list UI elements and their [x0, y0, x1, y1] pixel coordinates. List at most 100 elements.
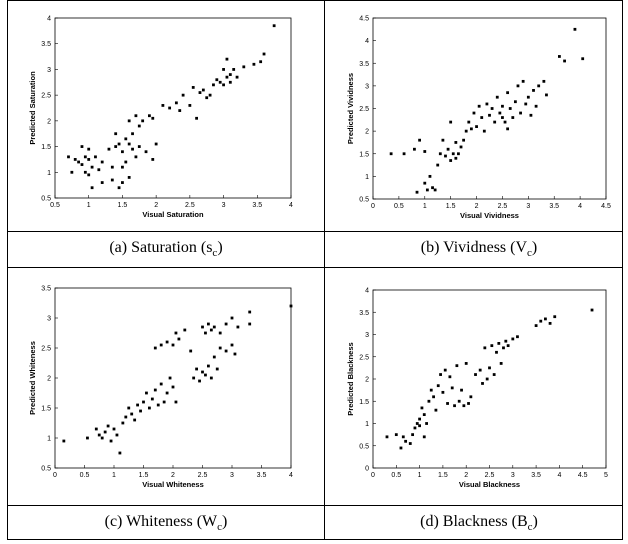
- x-tick-label: 0.5: [80, 472, 90, 479]
- data-point: [454, 141, 458, 144]
- data-point: [188, 104, 192, 107]
- data-point: [222, 83, 225, 87]
- row-divider-3: [8, 505, 622, 506]
- data-point: [151, 116, 155, 120]
- x-tick-label: 4: [557, 472, 561, 479]
- x-tick-label: 0.5: [50, 202, 60, 209]
- data-point: [529, 113, 533, 117]
- y-tick-label: 0.5: [359, 443, 369, 450]
- data-point: [131, 147, 134, 151]
- data-point: [506, 127, 510, 131]
- data-point: [141, 119, 145, 123]
- data-point: [498, 111, 502, 115]
- y-tick-label: 0: [365, 466, 369, 473]
- data-point: [404, 439, 408, 443]
- x-tick-label: 5: [604, 472, 608, 479]
- data-point: [151, 158, 155, 161]
- x-tick-label: 1: [423, 203, 427, 210]
- data-point: [86, 436, 89, 440]
- y-tick-label: 3: [47, 67, 51, 74]
- x-axis-label: Visual Vividness: [460, 211, 519, 220]
- data-point: [425, 188, 429, 192]
- data-point: [503, 120, 507, 124]
- data-point: [402, 152, 406, 156]
- data-point: [242, 65, 246, 69]
- x-tick-label: 3: [222, 202, 226, 209]
- data-point: [524, 102, 528, 106]
- data-point: [83, 155, 87, 159]
- x-tick-label: 0: [371, 203, 375, 210]
- data-point: [495, 95, 499, 99]
- data-point: [70, 170, 74, 174]
- data-point: [130, 412, 134, 416]
- data-point: [134, 114, 138, 118]
- data-point: [208, 93, 212, 97]
- data-point: [493, 120, 497, 124]
- data-point: [233, 352, 237, 356]
- y-tick-label: 2: [365, 129, 369, 136]
- x-tick-label: 4.5: [601, 203, 611, 210]
- data-point: [181, 93, 185, 97]
- data-point: [204, 331, 207, 335]
- data-point: [581, 57, 585, 61]
- caption-saturation: (a) Saturation (sc): [109, 239, 223, 260]
- data-point: [174, 101, 178, 105]
- data-point: [460, 388, 463, 392]
- y-tick-label: 3: [365, 332, 369, 339]
- data-point: [422, 413, 426, 416]
- data-point: [490, 107, 494, 110]
- y-tick-label: 3.5: [359, 61, 369, 68]
- y-axis-label: Predicted Whiteness: [28, 341, 37, 415]
- data-point: [467, 402, 470, 405]
- data-point: [248, 310, 252, 314]
- data-point: [171, 343, 175, 347]
- data-point: [201, 370, 204, 374]
- plot-frame: [54, 287, 292, 469]
- data-point: [573, 27, 577, 31]
- data-point: [446, 147, 450, 151]
- data-point: [236, 325, 240, 329]
- data-point: [441, 390, 445, 394]
- data-point: [198, 379, 201, 383]
- data-point: [153, 346, 157, 350]
- data-point: [137, 124, 141, 128]
- data-point: [207, 322, 210, 326]
- data-point: [478, 368, 482, 372]
- data-point: [480, 116, 484, 119]
- data-point: [511, 116, 515, 119]
- data-point: [90, 165, 94, 169]
- data-point: [191, 86, 195, 89]
- data-point: [259, 60, 263, 64]
- x-tick-label: 0: [53, 472, 57, 479]
- data-point: [90, 186, 94, 190]
- data-point: [139, 409, 142, 413]
- x-tick-label: 2: [475, 203, 479, 210]
- data-point: [504, 339, 508, 343]
- data-point: [224, 322, 228, 326]
- x-tick-label: 2.5: [498, 203, 508, 210]
- row-divider-2: [8, 267, 622, 268]
- data-point: [112, 427, 116, 431]
- data-point: [183, 328, 187, 332]
- x-tick-label: 0.5: [391, 472, 401, 479]
- data-point: [558, 55, 561, 58]
- data-point: [526, 95, 530, 99]
- x-tick-label: 4.5: [578, 472, 588, 479]
- data-point: [209, 376, 213, 380]
- data-point: [73, 158, 77, 161]
- data-point: [511, 337, 515, 341]
- data-point: [389, 152, 393, 156]
- data-point: [521, 79, 525, 83]
- data-point: [450, 386, 454, 390]
- data-point: [534, 104, 538, 108]
- y-tick-label: 1.5: [359, 399, 369, 406]
- data-point: [121, 181, 124, 184]
- data-point: [228, 73, 232, 76]
- data-point: [454, 156, 458, 160]
- data-point: [114, 145, 118, 148]
- data-point: [94, 427, 98, 431]
- data-point: [443, 368, 447, 372]
- data-point: [413, 147, 416, 151]
- data-point: [436, 384, 440, 388]
- y-tick-label: 4: [365, 288, 369, 295]
